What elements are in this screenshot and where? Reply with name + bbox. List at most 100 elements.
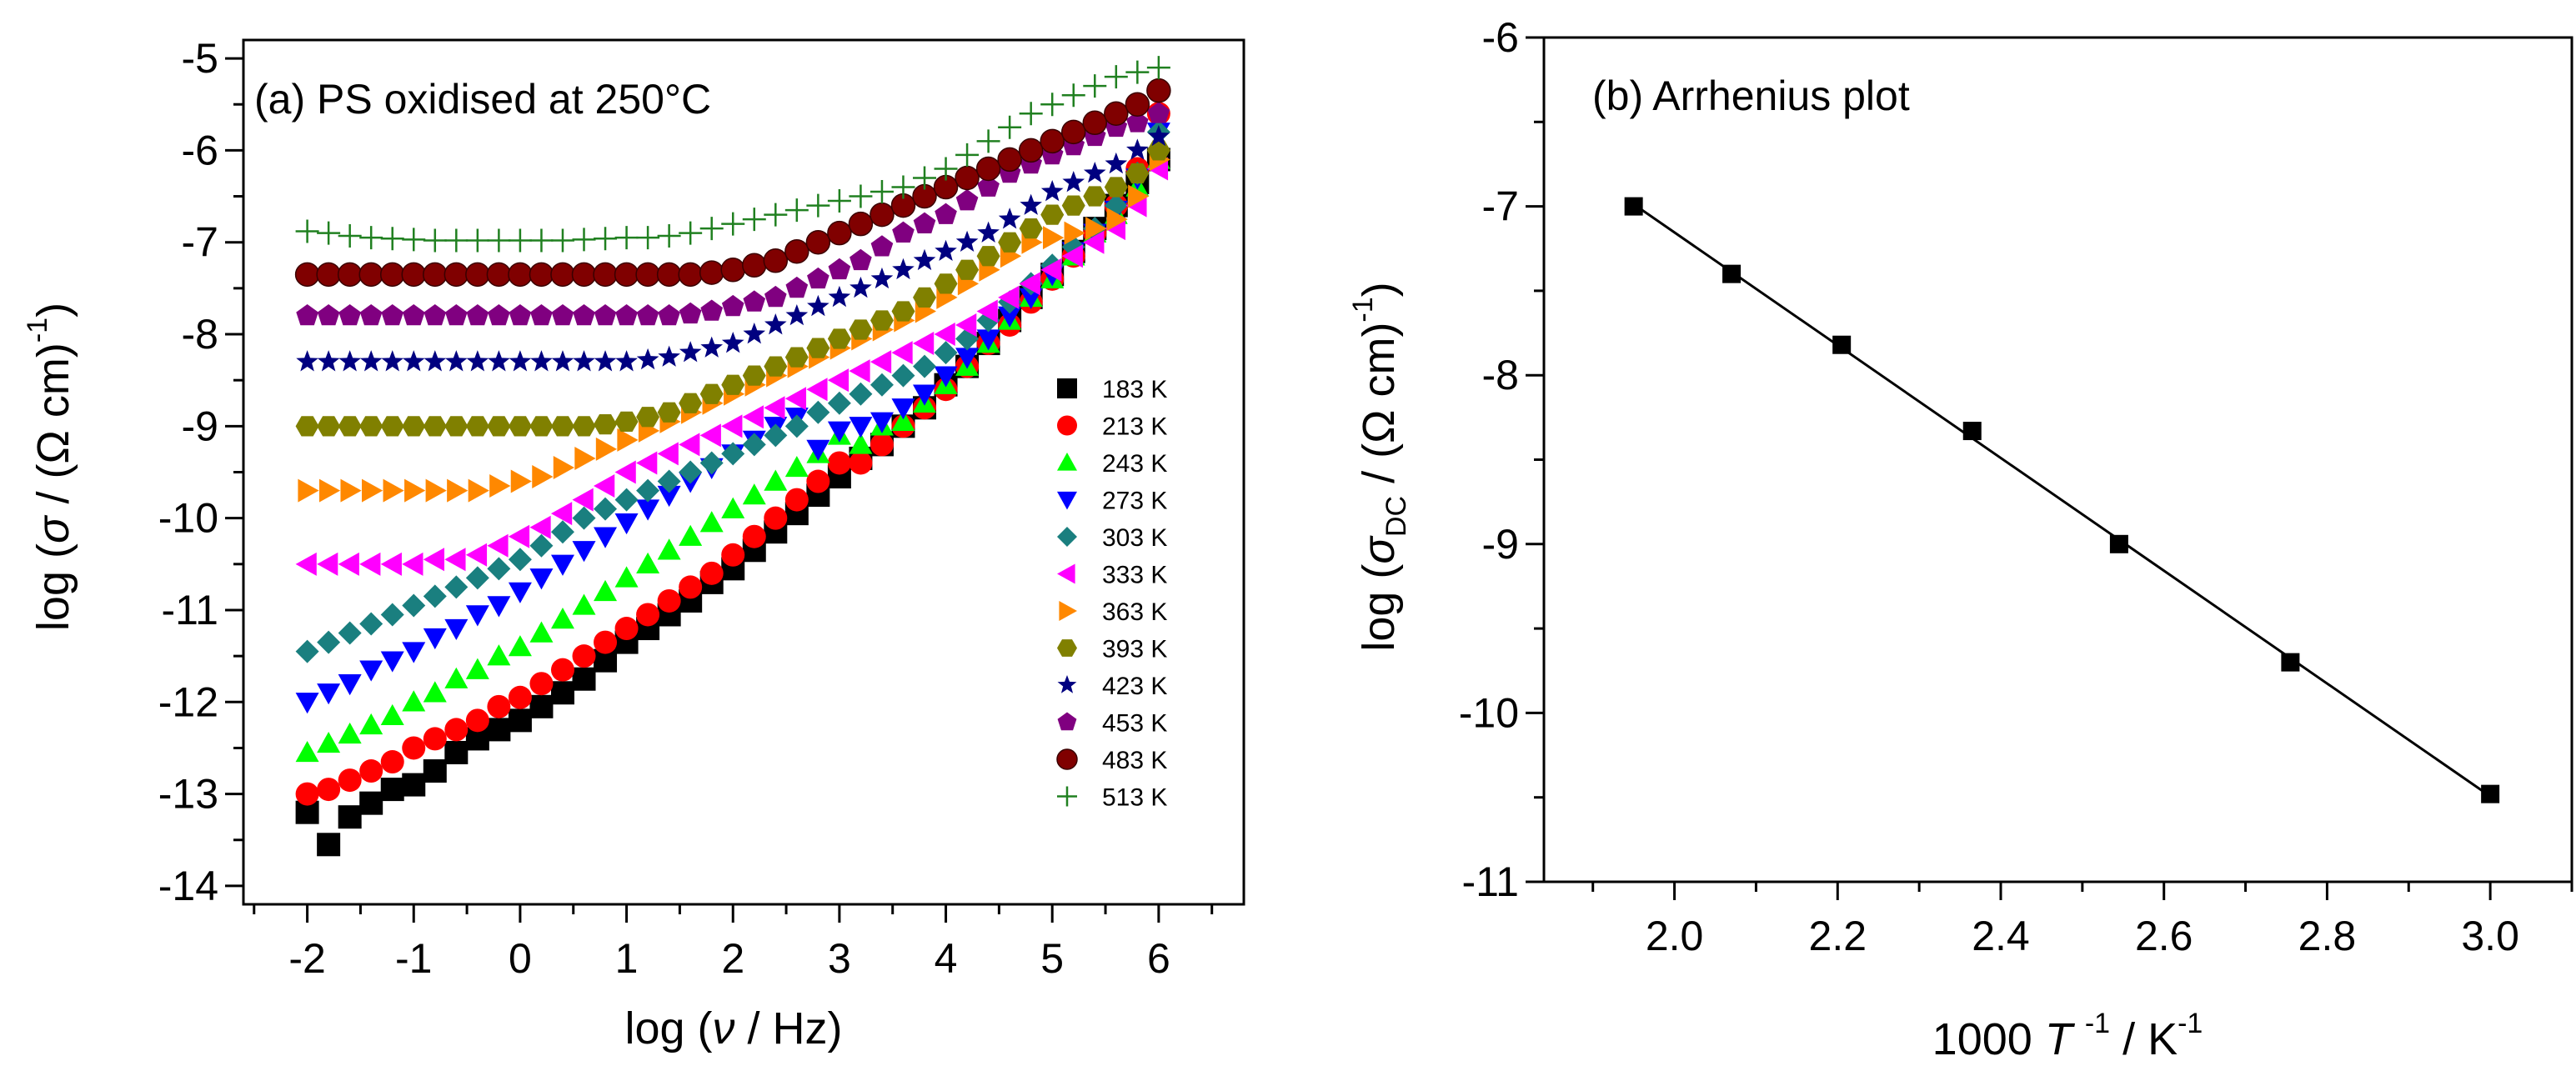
panel-a-plot-frame [242,38,1245,906]
legend-marker [1057,563,1075,584]
legend-marker [1056,748,1078,770]
y-tick-label: -11 [1461,858,1519,905]
data-point [806,378,828,402]
legend-entry: 483 K [1056,747,1167,774]
data-point [358,262,383,288]
data-point [891,409,915,432]
data-point [359,226,383,250]
data-point [402,773,426,797]
data-point [678,262,703,288]
data-point [806,439,830,461]
data-point [425,478,447,503]
x-tick-label: 2.0 [1646,913,1704,959]
data-point [573,350,595,372]
data-point [997,147,1022,173]
data-point [402,228,426,252]
data-point [402,350,425,372]
data-point [657,588,681,613]
data-point [338,223,362,248]
data-point [380,703,404,726]
data-point [338,350,361,372]
data-point [1126,111,1149,133]
y-tick-label: -7 [1482,183,1519,230]
data-point [614,460,636,484]
x-tick-label: 5 [1040,935,1064,982]
data-point [742,433,766,457]
data-point [423,628,447,650]
panel-a: -2 -1 0 1 2 3 4 5 6-14-13-12-11-10-9-8-7-6-5 (a)… [22,35,1245,1053]
data-point [892,221,915,243]
data-point [614,617,639,641]
data-point [572,416,596,437]
data-point [295,416,319,437]
x-tick-label: 0 [509,935,532,982]
y-tick-label: -10 [158,495,218,542]
data-point [742,365,766,386]
data-point [635,262,660,288]
y-tick-label: -8 [1482,352,1519,398]
data-point [657,402,681,423]
data-point [976,329,1000,351]
legend-marker [1057,639,1077,657]
series-423-k [296,124,1170,372]
data-point [359,791,383,815]
data-point [486,262,512,288]
data-point [466,350,489,372]
data-point [379,262,405,288]
data-point [317,350,340,372]
data-point [1125,163,1150,184]
data-point [743,290,766,312]
data-point [807,267,829,289]
data-point [402,736,426,760]
data-point [870,202,895,228]
legend-label: 393 K [1102,636,1167,663]
data-point [574,446,596,470]
data-point [359,350,383,372]
x-tick-label: 3 [828,935,851,982]
panel-b-plot-frame [1542,36,2573,883]
data-point [1043,226,1065,250]
data-point [1962,422,1982,441]
data-point [487,533,509,558]
data-point [338,674,362,696]
data-point [295,782,319,806]
data-point [617,428,639,452]
data-point [699,217,724,241]
data-point [488,350,510,372]
data-point [658,303,680,326]
data-point [849,248,872,271]
data-point [1040,204,1065,225]
data-point [784,455,809,478]
data-point [317,731,341,753]
data-point [870,235,894,257]
data-point [870,180,894,204]
data-point [317,833,341,857]
data-point [891,341,913,365]
data-point [1085,217,1107,241]
data-point [784,347,809,368]
data-point [380,552,402,576]
data-point [913,212,936,233]
data-point [530,303,553,326]
legend-marker [1057,491,1077,510]
panel-a-tick-labels: -2 -1 0 1 2 3 4 5 6-14-13-12-11-10-9-8-7-6-5 [158,35,1170,982]
data-point [423,228,447,253]
data-point [636,407,660,428]
data-point [317,552,338,576]
data-point [657,223,681,248]
data-point [529,262,554,288]
data-point [444,718,469,742]
data-point [380,603,404,627]
series-483-k [294,78,1171,288]
data-point [1147,124,1170,147]
data-point [934,341,958,365]
y-tick-label: -9 [182,403,218,449]
data-point [656,262,682,288]
data-point [338,621,362,645]
data-point [870,373,894,397]
series-log-dc [1624,197,2500,803]
data-point [381,303,404,326]
series-393-k [295,140,1170,437]
panel-b-tick-labels: 2.0 2.2 2.4 2.6 2.8 3.0 -11 -10 -9 -8 -7 -6 [1459,14,2519,959]
data-point [423,416,447,437]
